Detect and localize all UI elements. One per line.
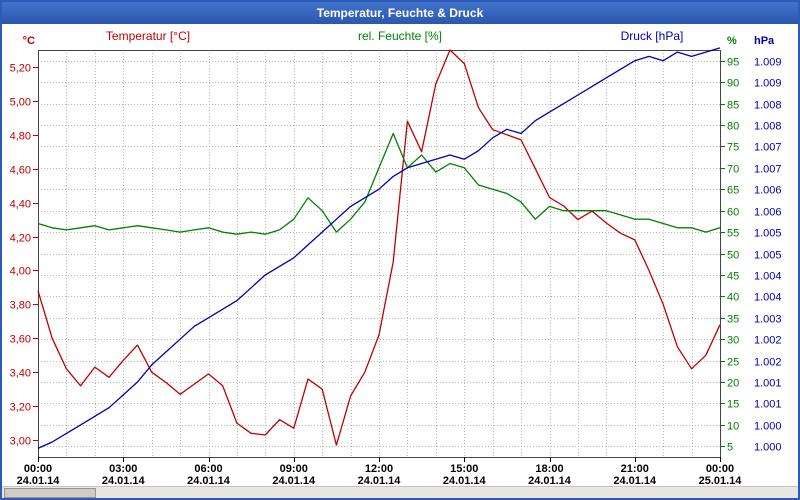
temp-series-line	[37, 49, 721, 446]
humidity-tick-label: 25	[727, 357, 739, 369]
pressure-tick-label: 1.001	[754, 378, 782, 390]
humidity-tick-label: 5	[727, 442, 733, 454]
humidity-tick-label: 75	[727, 142, 739, 154]
pressure-tick-label: 1.004	[754, 292, 782, 304]
pressure-tick-label: 1.009	[754, 57, 782, 69]
pressure-tick-label: 1.001	[754, 399, 782, 411]
humidity-tick-label: 30	[727, 335, 739, 347]
temp-series-label: Temperatur [°C]	[106, 29, 190, 43]
temp-tick-label: 4,60	[10, 165, 31, 177]
humidity-axis: 5 10 15 20 25 30 35 40 45 50 55 60 65 70 75 80 85 90 95	[720, 57, 739, 454]
hum-series-label: rel. Feuchte [%]	[358, 29, 442, 43]
temp-tick-label: 3,80	[10, 300, 31, 312]
pressure-tick-label: 1.002	[754, 357, 782, 369]
temp-tick-label: 3,20	[10, 402, 31, 414]
x-date-label: 24.01.14	[272, 475, 316, 486]
humidity-tick-label: 95	[727, 57, 739, 69]
x-time-label: 00:00	[24, 463, 52, 475]
temp-tick-label: 4,40	[10, 199, 31, 211]
pressure-tick-label: 1.005	[754, 228, 782, 240]
x-time-label: 03:00	[109, 463, 137, 475]
pressure-tick-label: 1.009	[754, 78, 782, 90]
window-titlebar: Temperatur, Feuchte & Druck	[2, 2, 798, 24]
scrollbar-thumb[interactable]	[4, 488, 96, 498]
temp-tick-label: 5,20	[10, 63, 31, 75]
x-time-label: 21:00	[621, 463, 649, 475]
pressure-tick-label: 1.003	[754, 314, 782, 326]
humidity-tick-label: 65	[727, 185, 739, 197]
humidity-tick-label: 15	[727, 399, 739, 411]
pressure-tick-label: 1.002	[754, 335, 782, 347]
temp-tick-label: 3,60	[10, 334, 31, 346]
humidity-tick-label: 10	[727, 421, 739, 433]
x-date-label: 24.01.14	[528, 475, 572, 486]
humidity-tick-label: 35	[727, 314, 739, 326]
temp-tick-label: 5,00	[10, 97, 31, 109]
x-time-label: 06:00	[194, 463, 222, 475]
humidity-tick-label: 90	[727, 78, 739, 90]
temp-unit-label: °C	[23, 35, 35, 47]
humidity-tick-label: 85	[727, 100, 739, 112]
humidity-unit-label: %	[727, 35, 737, 47]
x-date-label: 24.01.14	[187, 475, 231, 486]
pressure-tick-label: 1.005	[754, 250, 782, 262]
humidity-tick-label: 45	[727, 271, 739, 283]
pressure-tick-label: 1.006	[754, 207, 782, 219]
humidity-tick-label: 80	[727, 121, 739, 133]
x-date-label: 24.01.14	[358, 475, 402, 486]
pressure-tick-label: 1.000	[754, 421, 782, 433]
x-time-label: 09:00	[280, 463, 308, 475]
horizontal-scrollbar[interactable]	[2, 486, 798, 498]
pressure-axis: 1.009 1.009 1.008 1.008 1.007 1.007 1.006 1.006…	[754, 57, 782, 454]
x-time-label: 00:00	[706, 463, 734, 475]
x-date-label: 25.01.14	[699, 475, 743, 486]
hum-series-line	[37, 132, 721, 235]
x-date-label: 24.01.14	[443, 475, 487, 486]
pressure-tick-label: 1.006	[754, 185, 782, 197]
pressure-tick-label: 1.000	[754, 442, 782, 454]
x-time-label: 18:00	[535, 463, 563, 475]
humidity-tick-label: 50	[727, 250, 739, 262]
temperature-axis: 3,00 3,20 3,40 3,60 3,80 4,00 4,20 4,40 4,60 4,80…	[10, 63, 38, 448]
chart-panel: 3,00 3,20 3,40 3,60 3,80 4,00 4,20 4,40 4,60 4,80…	[2, 24, 798, 498]
x-date-label: 24.01.14	[613, 475, 657, 486]
window-title: Temperatur, Feuchte & Druck	[316, 6, 484, 20]
pressure-tick-label: 1.007	[754, 142, 782, 154]
x-date-label: 24.01.14	[17, 475, 61, 486]
humidity-tick-label: 55	[727, 228, 739, 240]
temp-tick-label: 4,80	[10, 131, 31, 143]
weather-chart: 3,00 3,20 3,40 3,60 3,80 4,00 4,20 4,40 4,60 4,80…	[10, 29, 782, 486]
pres-series-label: Druck [hPa]	[621, 29, 684, 43]
pressure-tick-label: 1.004	[754, 271, 782, 283]
temp-tick-label: 4,20	[10, 233, 31, 245]
x-axis: 00:0024.01.1403:0024.01.1406:0024.01.140…	[17, 457, 743, 486]
x-time-label: 12:00	[365, 463, 393, 475]
temp-tick-label: 3,00	[10, 436, 31, 448]
pressure-unit-label: hPa	[754, 35, 775, 47]
x-date-label: 24.01.14	[102, 475, 146, 486]
pressure-tick-label: 1.007	[754, 164, 782, 176]
humidity-tick-label: 70	[727, 164, 739, 176]
humidity-tick-label: 20	[727, 378, 739, 390]
pressure-tick-label: 1.008	[754, 100, 782, 112]
temp-tick-label: 3,40	[10, 368, 31, 380]
humidity-tick-label: 60	[727, 207, 739, 219]
pres-series-line	[37, 47, 721, 449]
temp-tick-label: 4,00	[10, 266, 31, 278]
humidity-tick-label: 40	[727, 292, 739, 304]
pressure-tick-label: 1.008	[754, 121, 782, 133]
x-time-label: 15:00	[450, 463, 478, 475]
